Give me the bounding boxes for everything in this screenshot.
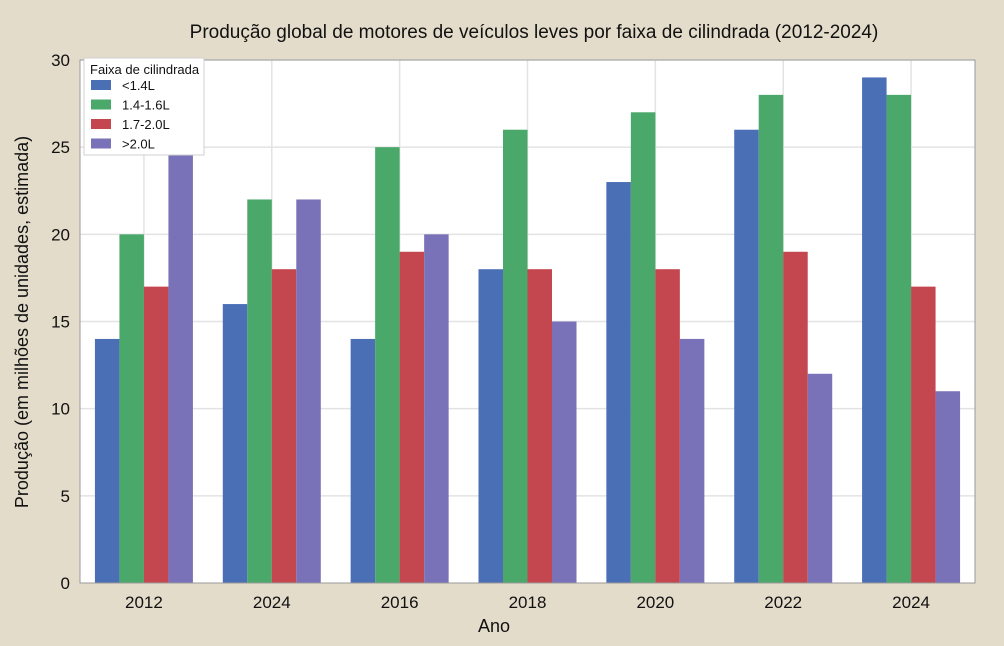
bar-series-2-cat-7 xyxy=(886,94,912,583)
bar-series-4-cat-5 xyxy=(679,338,705,583)
bar-series-2-cat-3 xyxy=(375,147,400,583)
x-tick-label: 2020 xyxy=(636,593,674,612)
bar-series-1-cat-2 xyxy=(222,304,248,583)
plot-frame xyxy=(79,59,976,584)
bar-series-3-cat-6 xyxy=(783,251,808,583)
bar-series-2-cat-4 xyxy=(503,129,528,583)
bar-series-4-cat-7 xyxy=(935,391,961,583)
bar-series-3-cat-1 xyxy=(143,286,169,583)
bar-series-3-cat-4 xyxy=(527,269,552,583)
legend-label: >2.0L xyxy=(122,137,155,152)
y-tick-label: 30 xyxy=(51,51,70,70)
bar-series-4-cat-6 xyxy=(807,373,833,583)
bar-series-2-cat-6 xyxy=(758,94,784,583)
bar-series-4-cat-1 xyxy=(168,147,193,583)
y-axis-title: Produção (em milhões de unidades, estima… xyxy=(12,136,32,508)
legend-label: <1.4L xyxy=(122,78,155,93)
bar-series-1-cat-6 xyxy=(734,129,759,583)
bar-series-1-cat-4 xyxy=(478,269,503,583)
bar-series-4-cat-2 xyxy=(296,199,321,583)
legend-title: Faixa de cilindrada xyxy=(90,62,200,77)
legend-swatch xyxy=(91,80,111,90)
y-tick-label: 15 xyxy=(51,313,70,332)
bars xyxy=(94,77,961,584)
bar-series-1-cat-3 xyxy=(350,338,376,583)
bar-series-4-cat-4 xyxy=(552,321,577,583)
y-tick-label: 0 xyxy=(61,574,70,593)
legend-swatch xyxy=(91,119,111,129)
legend-swatch xyxy=(91,99,111,110)
legend: Faixa de cilindrada <1.4L 1.4-1.6L 1.7-2.0… xyxy=(83,57,205,156)
bar-series-3-cat-7 xyxy=(911,286,936,583)
bar-series-3-cat-3 xyxy=(399,251,425,583)
x-axis-ticks: 2012 2024 2016 2018 2020 2022 2024 xyxy=(125,593,930,612)
chart-title: Produção global de motores de veículos l… xyxy=(190,22,879,43)
bar-series-2-cat-5 xyxy=(630,112,656,584)
x-axis-title: Ano xyxy=(478,616,510,636)
legend-swatch xyxy=(91,138,111,149)
y-tick-label: 20 xyxy=(51,225,70,244)
bar-series-2-cat-1 xyxy=(119,234,144,584)
bar-series-1-cat-1 xyxy=(94,338,120,583)
legend-label: 1.7-2.0L xyxy=(122,117,170,132)
x-tick-label: 2016 xyxy=(381,593,419,612)
x-tick-label: 2018 xyxy=(509,593,547,612)
x-tick-label: 2024 xyxy=(253,593,291,612)
bar-series-2-cat-2 xyxy=(247,199,272,583)
bar-series-3-cat-2 xyxy=(271,269,297,583)
y-axis-ticks: 0 5 10 15 20 25 30 xyxy=(51,51,70,593)
x-tick-label: 2022 xyxy=(764,593,802,612)
legend-label: 1.4-1.6L xyxy=(122,98,170,113)
bar-series-3-cat-5 xyxy=(655,269,680,583)
y-tick-label: 25 xyxy=(51,138,70,157)
bar-series-1-cat-7 xyxy=(862,77,887,583)
y-tick-label: 5 xyxy=(61,487,70,506)
bar-series-4-cat-3 xyxy=(424,234,449,584)
x-tick-label: 2012 xyxy=(125,593,163,612)
y-tick-label: 10 xyxy=(51,400,70,419)
x-tick-label: 2024 xyxy=(892,593,930,612)
bar-series-1-cat-5 xyxy=(606,182,631,584)
